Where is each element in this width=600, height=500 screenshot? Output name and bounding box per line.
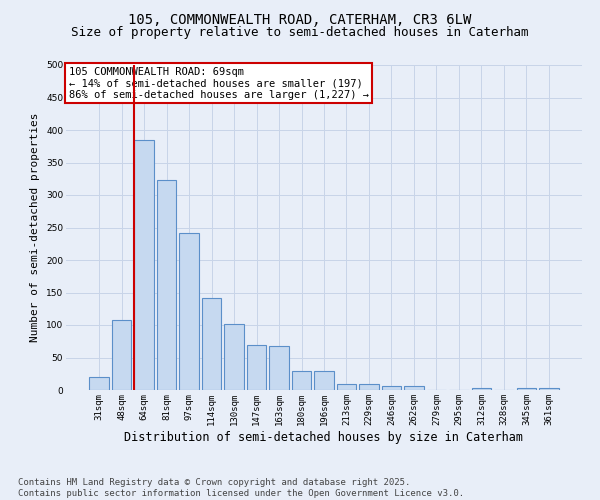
Bar	[517, 388, 536, 390]
Bar	[134, 140, 154, 390]
Text: 105, COMMONWEALTH ROAD, CATERHAM, CR3 6LW: 105, COMMONWEALTH ROAD, CATERHAM, CR3 6L…	[128, 12, 472, 26]
Text: Size of property relative to semi-detached houses in Caterham: Size of property relative to semi-detach…	[71, 26, 529, 39]
Bar	[404, 386, 424, 390]
Bar	[337, 384, 356, 390]
Bar	[224, 324, 244, 390]
Bar	[359, 384, 379, 390]
Bar	[539, 388, 559, 390]
Text: 105 COMMONWEALTH ROAD: 69sqm
← 14% of semi-detached houses are smaller (197)
86%: 105 COMMONWEALTH ROAD: 69sqm ← 14% of se…	[68, 66, 368, 100]
Bar	[179, 234, 199, 390]
Bar	[202, 298, 221, 390]
Bar	[112, 320, 131, 390]
Text: Contains HM Land Registry data © Crown copyright and database right 2025.
Contai: Contains HM Land Registry data © Crown c…	[18, 478, 464, 498]
Bar	[157, 180, 176, 390]
X-axis label: Distribution of semi-detached houses by size in Caterham: Distribution of semi-detached houses by …	[125, 430, 523, 444]
Bar	[269, 346, 289, 390]
Bar	[472, 388, 491, 390]
Bar	[89, 377, 109, 390]
Bar	[292, 370, 311, 390]
Bar	[247, 345, 266, 390]
Bar	[382, 386, 401, 390]
Y-axis label: Number of semi-detached properties: Number of semi-detached properties	[31, 113, 40, 342]
Bar	[314, 370, 334, 390]
